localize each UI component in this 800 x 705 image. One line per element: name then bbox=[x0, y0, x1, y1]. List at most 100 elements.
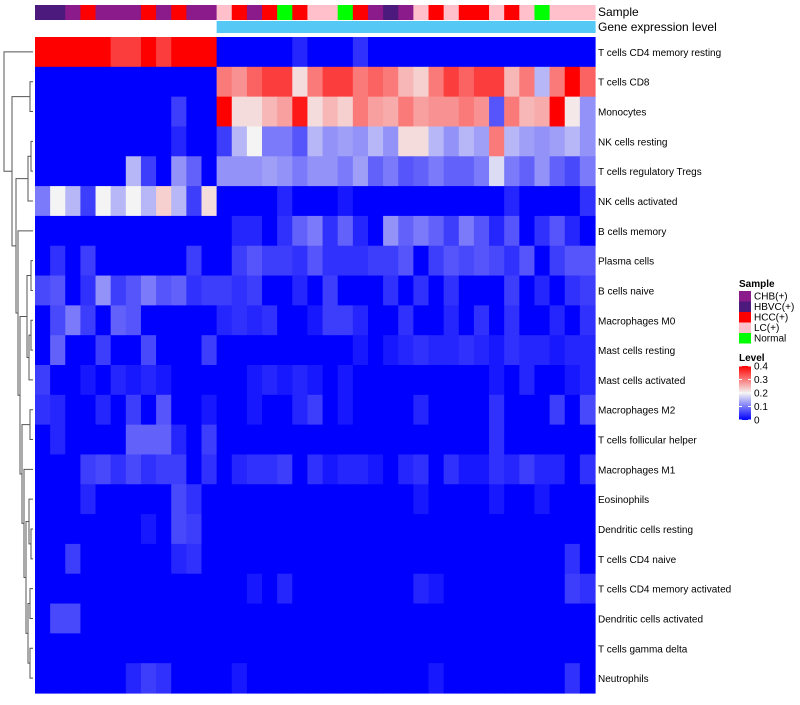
heatmap-cell bbox=[564, 37, 581, 68]
heatmap-cell bbox=[171, 305, 187, 336]
heatmap-cell bbox=[322, 365, 339, 396]
heatmap-cell bbox=[110, 275, 127, 306]
heatmap-cell bbox=[443, 603, 460, 634]
heatmap-cell bbox=[458, 186, 475, 217]
heatmap-cell bbox=[579, 305, 596, 336]
heatmap-cell bbox=[504, 305, 520, 336]
heatmap-cell bbox=[443, 66, 460, 98]
heatmap-cell bbox=[171, 484, 187, 515]
heatmap-cell bbox=[534, 633, 551, 664]
gene-expression-annotation-cell bbox=[413, 21, 430, 33]
heatmap-cell bbox=[80, 215, 97, 247]
heatmap-cell bbox=[322, 603, 339, 634]
heatmap-cell bbox=[534, 66, 551, 98]
heatmap-cell bbox=[549, 37, 566, 68]
heatmap-cell bbox=[519, 514, 536, 545]
heatmap-cell bbox=[413, 365, 430, 396]
heatmap-cell bbox=[367, 66, 384, 98]
heatmap-cell bbox=[489, 156, 505, 187]
level-colorbar-ticks: 0.4 0.3 0.2 0.1 0 bbox=[739, 362, 768, 427]
heatmap-cell bbox=[35, 245, 51, 277]
heatmap-cell bbox=[534, 156, 551, 187]
heatmap-cell bbox=[473, 126, 490, 157]
heatmap-cell bbox=[413, 186, 430, 217]
heatmap-cell bbox=[352, 514, 369, 545]
heatmap-cell bbox=[504, 156, 520, 187]
heatmap-cell bbox=[473, 484, 490, 515]
heatmap-cell bbox=[473, 215, 490, 247]
heatmap-cell bbox=[65, 543, 82, 575]
row-label: Macrophages M2 bbox=[598, 406, 676, 417]
heatmap-cell bbox=[201, 573, 218, 605]
heatmap-cell bbox=[125, 305, 142, 336]
heatmap-cell bbox=[489, 573, 505, 605]
heatmap-cell bbox=[277, 215, 293, 247]
heatmap-cell bbox=[65, 335, 82, 366]
heatmap-cell bbox=[458, 275, 475, 306]
heatmap-cell bbox=[504, 424, 520, 456]
heatmap-cell bbox=[277, 454, 293, 485]
heatmap-cell bbox=[549, 514, 566, 545]
heatmap-cell bbox=[125, 365, 142, 396]
heatmap-cell bbox=[322, 514, 339, 545]
heatmap-cell bbox=[231, 663, 248, 694]
heatmap-cell bbox=[428, 186, 445, 217]
heatmap-cell bbox=[110, 484, 127, 515]
heatmap-cell bbox=[337, 394, 354, 426]
heatmap-cell bbox=[171, 424, 187, 456]
heatmap-cell bbox=[352, 365, 369, 396]
legend-label: HCC(+) bbox=[754, 313, 788, 324]
heatmap-cell bbox=[307, 126, 324, 157]
heatmap-cell bbox=[35, 424, 51, 456]
heatmap-cell bbox=[246, 424, 263, 456]
heatmap-cell bbox=[95, 66, 112, 98]
heatmap-cell bbox=[352, 335, 369, 366]
heatmap-cell bbox=[246, 186, 263, 217]
heatmap-cell bbox=[504, 245, 520, 277]
heatmap-cell bbox=[428, 394, 445, 426]
heatmap-cell bbox=[307, 37, 324, 68]
heatmap-cell bbox=[489, 335, 505, 366]
row-label: NK cells resting bbox=[598, 137, 667, 148]
heatmap-cell bbox=[367, 603, 384, 634]
heatmap-cell bbox=[534, 126, 551, 157]
sample-annotation-cell bbox=[458, 5, 475, 20]
heatmap-cell bbox=[413, 603, 430, 634]
heatmap-cell bbox=[428, 66, 445, 98]
heatmap-cell bbox=[231, 514, 248, 545]
heatmap-cell bbox=[231, 96, 248, 128]
heatmap-cell bbox=[549, 424, 566, 456]
heatmap-cell bbox=[564, 603, 581, 634]
heatmap-cell bbox=[564, 305, 581, 336]
heatmap-cell bbox=[337, 245, 354, 277]
heatmap-cell bbox=[337, 215, 354, 247]
heatmap-cell bbox=[95, 633, 112, 664]
heatmap-cell bbox=[216, 484, 233, 515]
gene-expression-annotation-cell bbox=[458, 21, 475, 33]
gene-expression-annotation-cell bbox=[95, 21, 112, 33]
heatmap-cell bbox=[443, 454, 460, 485]
heatmap-cell bbox=[413, 573, 430, 605]
gene-expression-annotation-cell bbox=[443, 21, 460, 33]
heatmap-cell bbox=[50, 484, 66, 515]
heatmap-cell bbox=[564, 245, 581, 277]
heatmap-cell bbox=[65, 275, 82, 306]
heatmap-cell bbox=[383, 484, 399, 515]
heatmap-cell bbox=[50, 424, 66, 456]
heatmap-cell bbox=[95, 305, 112, 336]
heatmap-cell bbox=[504, 663, 520, 694]
heatmap-cell bbox=[398, 424, 414, 456]
heatmap-cell bbox=[65, 484, 82, 515]
heatmap-cell bbox=[292, 633, 309, 664]
heatmap-cell bbox=[140, 335, 157, 366]
sample-annotation-cell bbox=[337, 5, 354, 20]
heatmap-cell bbox=[171, 245, 187, 277]
sample-annotation-cell bbox=[428, 5, 445, 20]
heatmap-cell bbox=[579, 275, 596, 306]
heatmap-cell bbox=[398, 573, 414, 605]
heatmap-cell bbox=[50, 126, 66, 157]
heatmap-cell bbox=[534, 365, 551, 396]
heatmap-cell bbox=[186, 663, 203, 694]
heatmap-cell bbox=[186, 37, 203, 68]
legend-title-sample: Sample bbox=[739, 279, 775, 290]
